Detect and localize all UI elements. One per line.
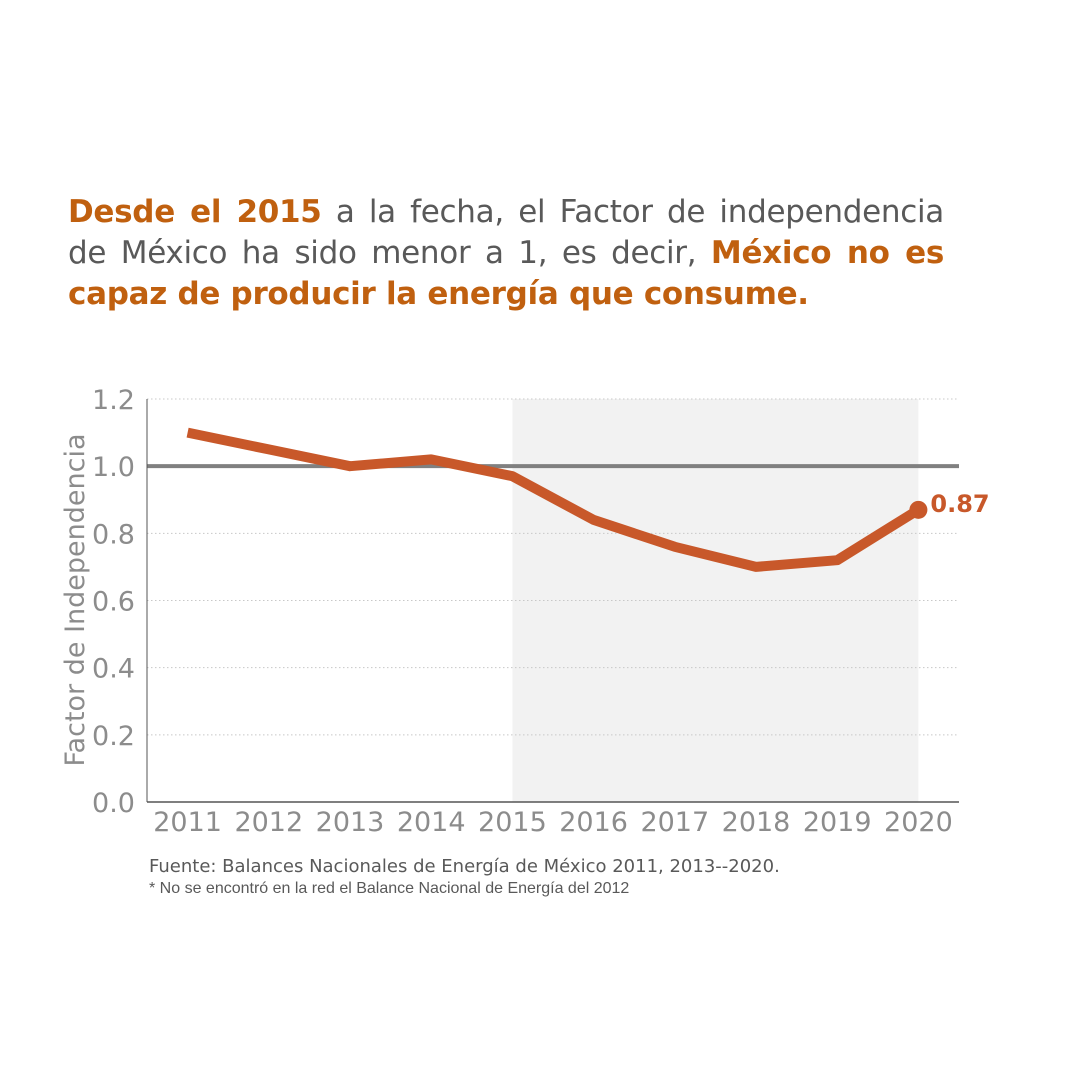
x-tick-label-2020: 2020 bbox=[884, 807, 953, 838]
x-tick-label-2019: 2019 bbox=[803, 807, 872, 838]
source-note: Fuente: Balances Nacionales de Energía d… bbox=[149, 856, 780, 877]
series-line bbox=[186, 427, 922, 572]
x-tick-label-2016: 2016 bbox=[559, 807, 628, 838]
end-value-label: 0.87 bbox=[930, 490, 989, 518]
y-tick-label-0.8: 0.8 bbox=[92, 519, 135, 550]
x-tick-label-2017: 2017 bbox=[640, 807, 709, 838]
y-tick-label-0.2: 0.2 bbox=[92, 721, 135, 752]
end-point-marker bbox=[909, 500, 928, 519]
series-layer: 0.87 bbox=[186, 427, 990, 572]
y-tick-label-1.0: 1.0 bbox=[92, 452, 135, 483]
axis-layer bbox=[146, 399, 959, 803]
x-tick-label-2015: 2015 bbox=[478, 807, 547, 838]
headline-highlight-1: Desde el 2015 bbox=[68, 194, 322, 230]
headline: Desde el 2015 a la fecha, el Factor de i… bbox=[68, 192, 944, 315]
x-tick-label-2011: 2011 bbox=[153, 807, 222, 838]
x-tick-label-2018: 2018 bbox=[722, 807, 791, 838]
y-tick-label-1.2: 1.2 bbox=[92, 385, 135, 416]
y-tick-label-0.0: 0.0 bbox=[92, 788, 135, 819]
x-tick-label-2014: 2014 bbox=[397, 807, 466, 838]
footnote: * No se encontró en la red el Balance Na… bbox=[149, 880, 630, 897]
x-tick-label-2012: 2012 bbox=[234, 807, 303, 838]
y-tick-label-0.6: 0.6 bbox=[92, 587, 135, 618]
x-tick-label-2013: 2013 bbox=[316, 807, 385, 838]
y-axis-label: Factor de Independencia bbox=[60, 433, 91, 766]
tick-layer: 0.0 0.2 0.4 0.6 0.8 1.0 1.2 2011 2012 2013 2014 201… bbox=[92, 385, 953, 838]
y-tick-label-0.4: 0.4 bbox=[92, 654, 135, 685]
headline-highlight-2: México no es capaz de producir la energí… bbox=[68, 235, 944, 312]
headline-body: a la fecha, el Factor de independencia d… bbox=[68, 194, 944, 271]
